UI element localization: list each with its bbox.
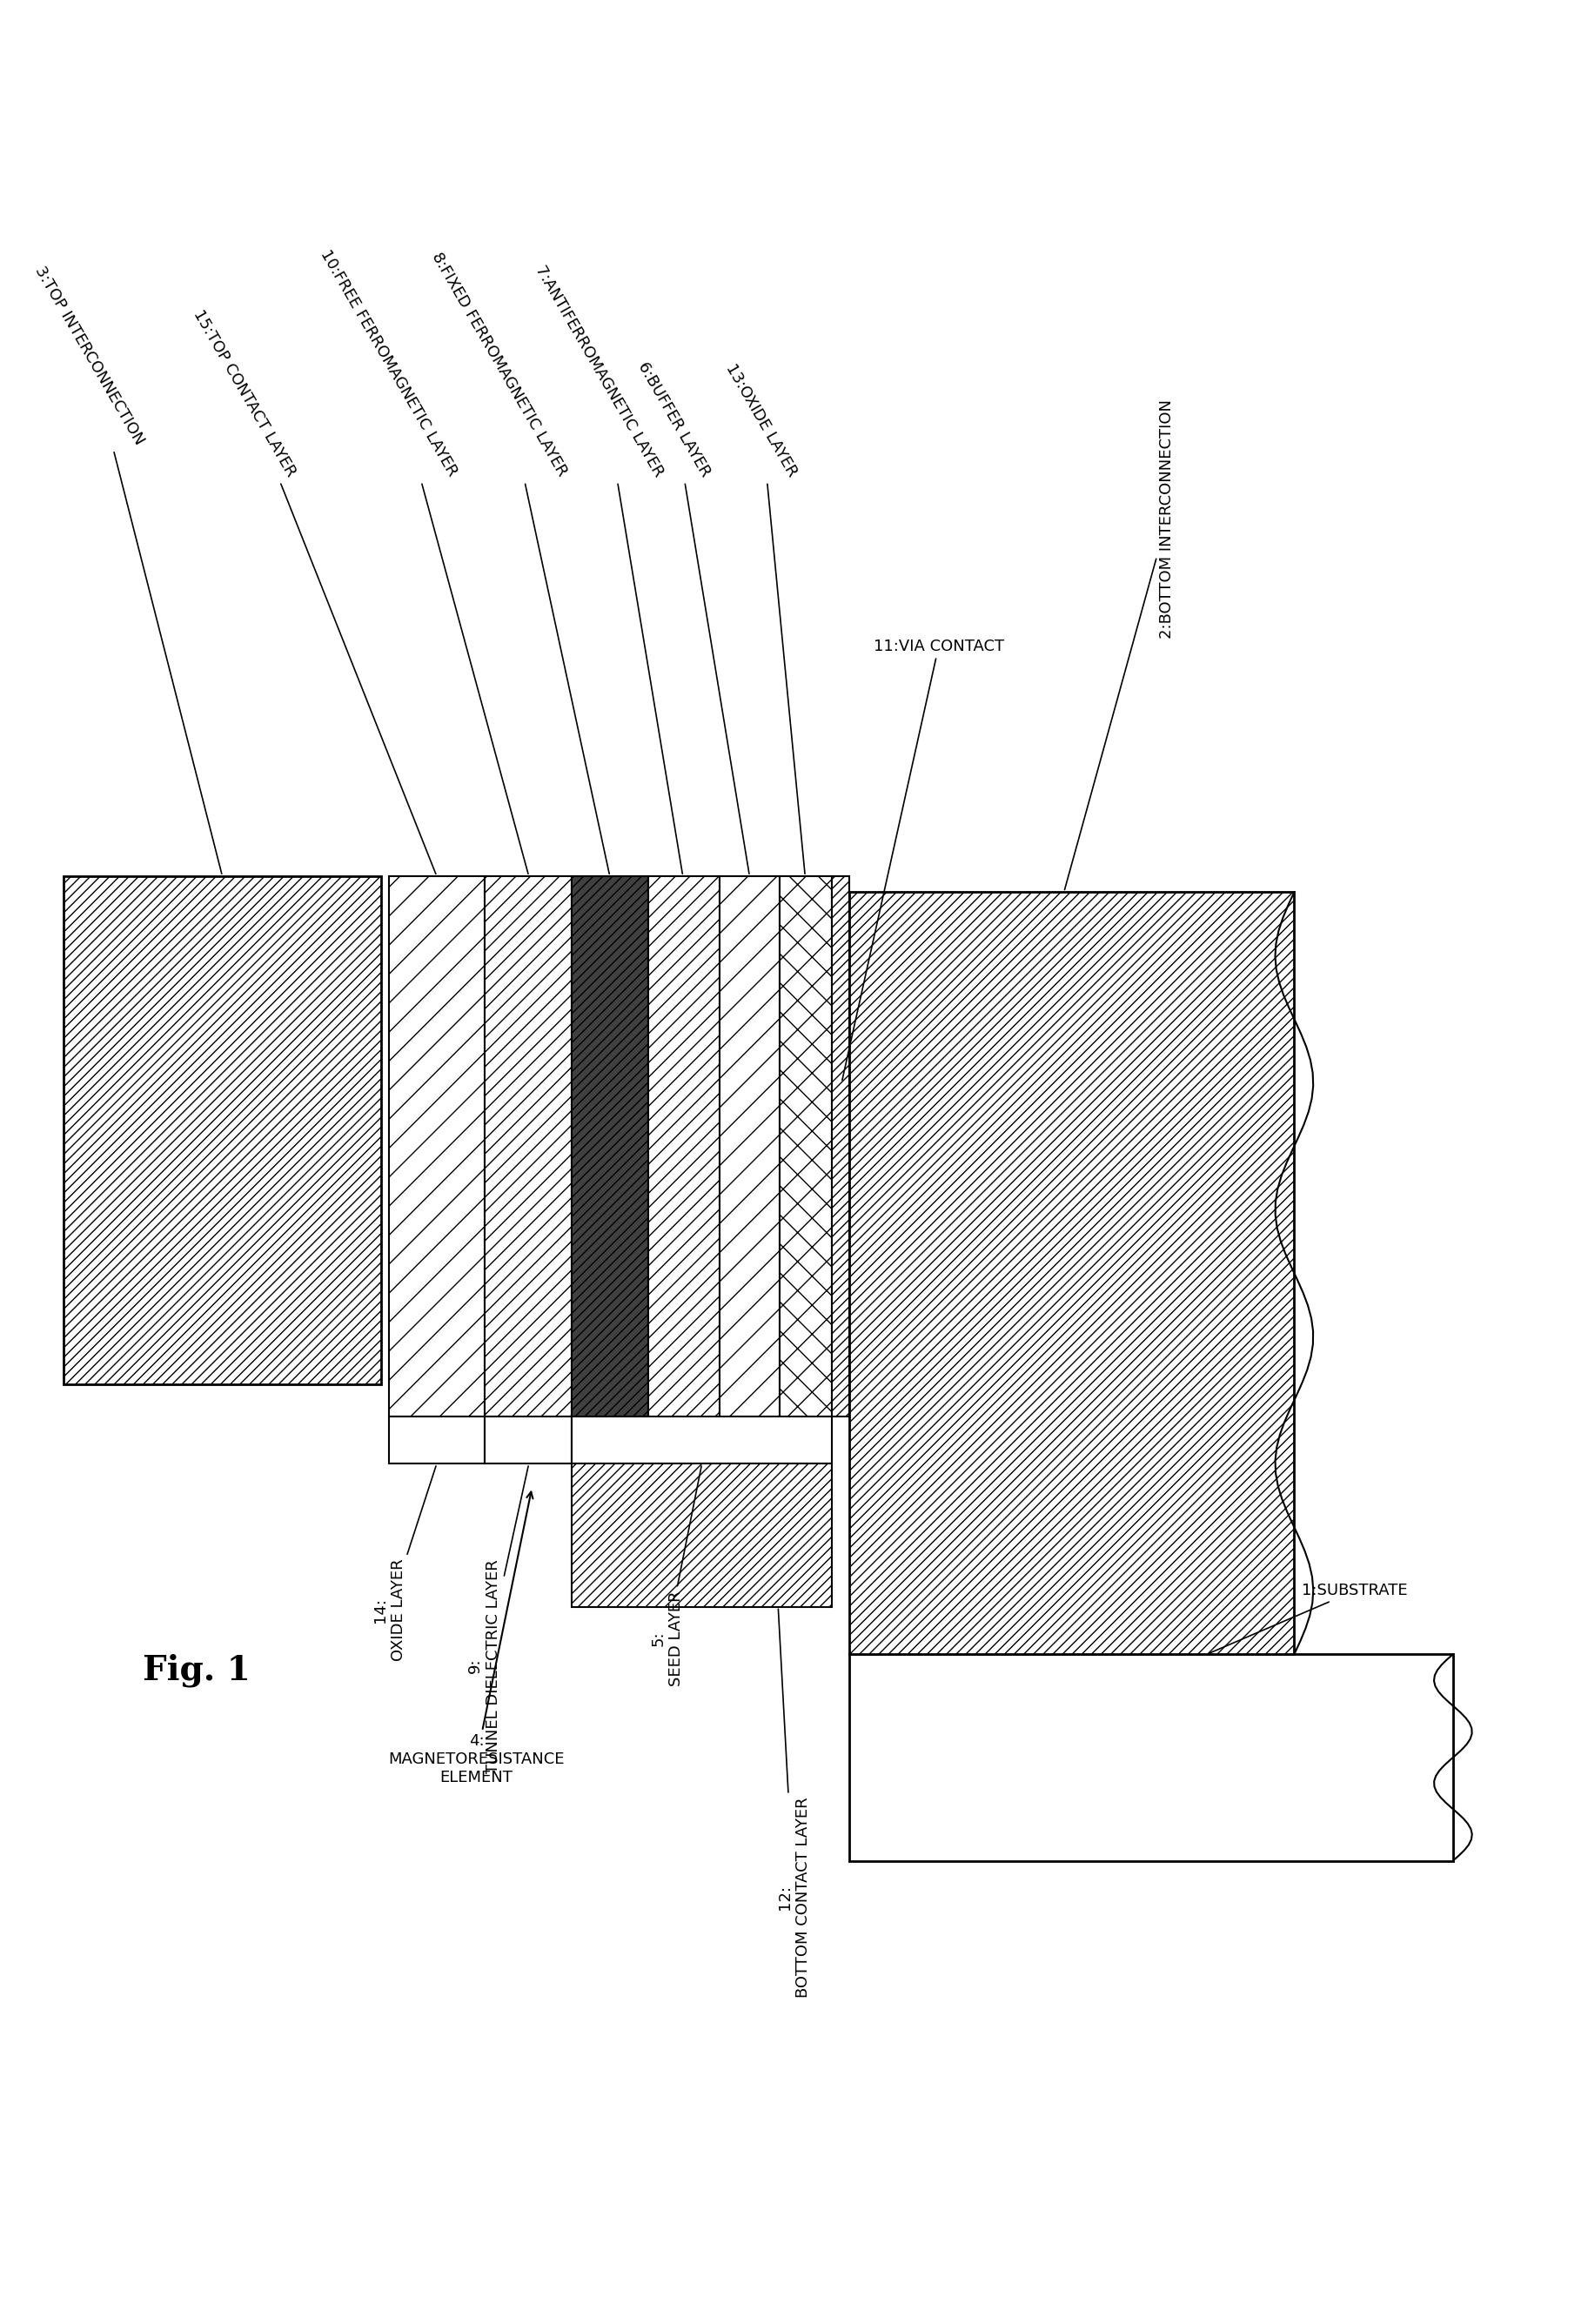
Text: 12:
BOTTOM CONTACT LAYER: 12: BOTTOM CONTACT LAYER <box>777 1608 811 1999</box>
Text: 7:ANTIFERROMAGNETIC LAYER: 7:ANTIFERROMAGNETIC LAYER <box>532 263 683 874</box>
Text: 10:FREE FERROMAGNETIC LAYER: 10:FREE FERROMAGNETIC LAYER <box>318 246 529 874</box>
Bar <box>389 1415 484 1464</box>
Text: 2:BOTTOM INTERCONNECTION: 2:BOTTOM INTERCONNECTION <box>1064 400 1175 890</box>
Bar <box>64 876 381 1385</box>
Bar <box>850 1655 1453 1862</box>
Text: 3:TOP INTERCONNECTION: 3:TOP INTERCONNECTION <box>32 263 222 874</box>
Text: 15:TOP CONTACT LAYER: 15:TOP CONTACT LAYER <box>191 307 435 874</box>
Text: Fig. 1: Fig. 1 <box>143 1652 251 1687</box>
Text: 14:
OXIDE LAYER: 14: OXIDE LAYER <box>372 1466 437 1662</box>
Bar <box>572 1464 832 1606</box>
Text: 6:BUFFER LAYER: 6:BUFFER LAYER <box>635 358 750 874</box>
Bar <box>832 876 850 1415</box>
Bar <box>648 876 719 1415</box>
Bar <box>850 892 1294 1655</box>
Bar <box>780 876 832 1415</box>
Text: 9:
TUNNEL DIELECTRIC LAYER: 9: TUNNEL DIELECTRIC LAYER <box>467 1466 529 1773</box>
Text: 1:SUBSTRATE: 1:SUBSTRATE <box>1208 1583 1409 1652</box>
Bar <box>484 1415 572 1464</box>
Text: 4:
MAGNETORESISTANCE
ELEMENT: 4: MAGNETORESISTANCE ELEMENT <box>389 1492 564 1785</box>
Text: 5:
SEED LAYER: 5: SEED LAYER <box>649 1466 702 1687</box>
Text: 13:OXIDE LAYER: 13:OXIDE LAYER <box>723 360 805 874</box>
Text: 8:FIXED FERROMAGNETIC LAYER: 8:FIXED FERROMAGNETIC LAYER <box>429 251 610 874</box>
Bar <box>572 1415 832 1464</box>
Bar <box>484 876 572 1415</box>
Text: 11:VIA CONTACT: 11:VIA CONTACT <box>842 639 1004 1081</box>
Bar <box>389 876 484 1415</box>
Bar <box>572 876 648 1415</box>
Bar <box>719 876 780 1415</box>
